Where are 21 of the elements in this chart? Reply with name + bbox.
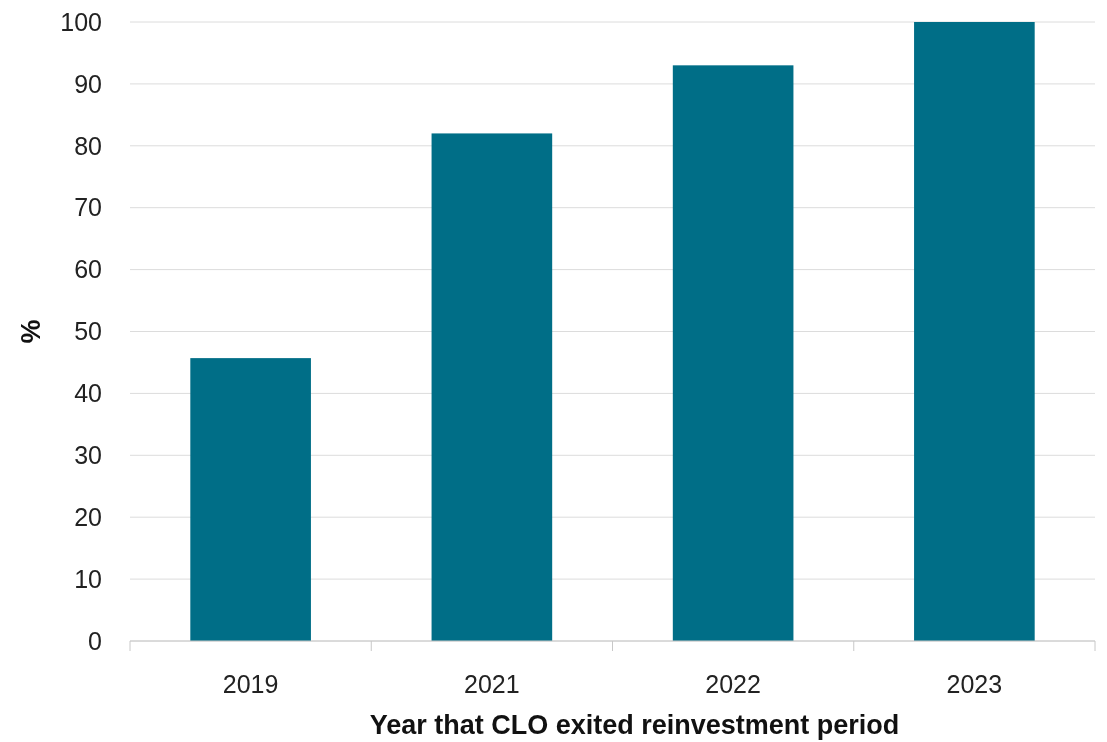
y-tick-label: 50 (74, 317, 102, 346)
bar (190, 358, 311, 641)
y-tick-label: 0 (88, 626, 102, 655)
x-tick-label: 2023 (946, 670, 1003, 698)
x-tick-label: 2019 (222, 670, 279, 698)
bar (914, 22, 1035, 641)
y-axis-title: % (16, 319, 46, 344)
y-tick-label: 60 (74, 255, 102, 284)
y-tick-label: 100 (60, 7, 102, 36)
x-axis-title: Year that CLO exited reinvestment period (369, 710, 900, 740)
y-tick-label: 20 (74, 502, 102, 531)
y-tick-label: 90 (74, 69, 102, 98)
y-tick-label: 30 (74, 441, 102, 470)
x-tick-label: 2021 (464, 670, 520, 698)
y-tick-label: 40 (74, 379, 102, 408)
bar (431, 133, 553, 641)
y-tick-label: 10 (74, 564, 102, 593)
bar (672, 65, 794, 641)
x-tick-label: 2022 (705, 670, 761, 698)
y-tick-label: 80 (74, 131, 102, 160)
y-tick-label: 70 (74, 193, 102, 222)
